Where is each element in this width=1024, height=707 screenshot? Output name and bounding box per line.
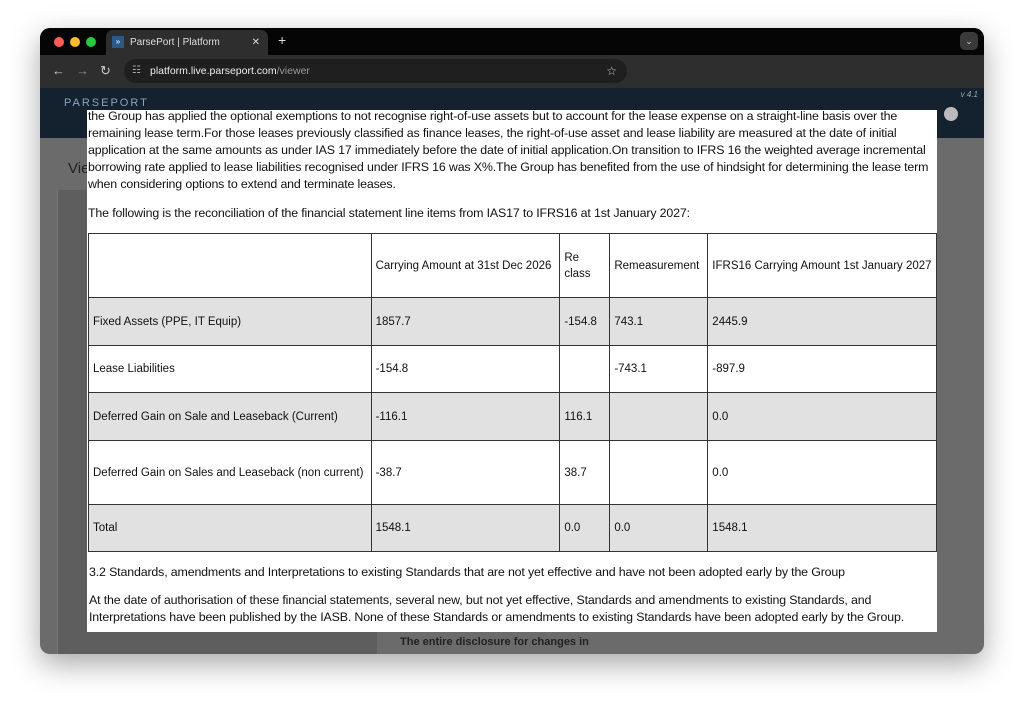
header-cell: Re class — [559, 233, 611, 298]
tab-search-button[interactable]: ⌄ — [960, 32, 978, 50]
table-cell: -154.8 — [370, 345, 561, 393]
table-cell: -897.9 — [707, 345, 937, 393]
table-row: Deferred Gain on Sale and Leaseback (Cur… — [88, 392, 937, 441]
table-cell: Deferred Gain on Sales and Leaseback (no… — [88, 440, 372, 505]
maximize-window-button[interactable] — [86, 37, 96, 47]
table-cell: Total — [88, 504, 372, 552]
table-cell: 0.0 — [609, 504, 709, 552]
table-header-row: Carrying Amount at 31st Dec 2026 Re clas… — [88, 233, 937, 298]
table-cell: 116.1 — [559, 392, 611, 441]
table-cell — [609, 392, 709, 441]
tab-title: ParsePort | Platform — [130, 37, 220, 48]
table-cell: 1857.7 — [370, 297, 561, 346]
site-settings-icon[interactable]: ☷ — [132, 65, 141, 76]
transition-paragraph: the Group has applied the optional exemp… — [88, 110, 929, 191]
table-cell: -38.7 — [370, 440, 561, 505]
table-cell: 1548.1 — [370, 504, 561, 552]
new-tab-button[interactable]: + — [278, 32, 287, 48]
reload-icon[interactable]: ↻ — [100, 63, 111, 78]
header-cell: Carrying Amount at 31st Dec 2026 — [370, 233, 561, 298]
background-note: The entire disclosure for changes in — [400, 636, 589, 648]
url-host: platform.live.parseport.com — [150, 65, 277, 77]
table-cell: -116.1 — [370, 392, 561, 441]
table-cell: -743.1 — [609, 345, 709, 393]
url-path: /viewer — [276, 65, 310, 77]
parseport-logo: PARSEPORT — [64, 97, 149, 109]
table-cell: 2445.9 — [707, 297, 937, 346]
header-cell — [88, 233, 372, 298]
header-cell: Remeasurement — [609, 233, 709, 298]
browser-tab[interactable]: » ParsePort | Platform ✕ — [106, 30, 268, 55]
table-cell: Fixed Assets (PPE, IT Equip) — [88, 297, 372, 346]
table-cell: 0.0 — [707, 440, 937, 505]
table-cell — [609, 440, 709, 505]
close-tab-icon[interactable]: ✕ — [251, 37, 260, 48]
table-cell: Lease Liabilities — [88, 345, 372, 393]
standards-paragraph: At the date of authorisation of these fi… — [89, 593, 905, 624]
table-cell: 1548.1 — [707, 504, 937, 552]
version-label: v 4.1 — [960, 90, 978, 99]
close-window-button[interactable] — [54, 37, 64, 47]
parseport-icon: » — [112, 36, 124, 48]
table-cell: -154.8 — [559, 297, 611, 346]
address-bar: ← → ↻ ☷ platform.live.parseport.com/view… — [40, 55, 984, 88]
table-cell — [559, 345, 611, 393]
reconciliation-table: Carrying Amount at 31st Dec 2026 Re clas… — [88, 233, 937, 552]
table-cell: 0.0 — [559, 504, 611, 552]
table-row: Fixed Assets (PPE, IT Equip) 1857.7 -154.8… — [88, 297, 937, 346]
section-heading: 3.2 Standards, amendments and Interpreta… — [89, 565, 845, 579]
url-input[interactable]: ☷ platform.live.parseport.com/viewer ☆ — [124, 59, 627, 83]
disclosure-modal: the Group has applied the optional exemp… — [87, 110, 937, 632]
background-page-title: Vie — [68, 160, 90, 177]
header-cell: IFRS16 Carrying Amount 1st January 2027 — [707, 233, 937, 298]
table-cell: 0.0 — [707, 392, 937, 441]
table-row: Deferred Gain on Sales and Leaseback (no… — [88, 440, 937, 505]
table-row: Lease Liabilities -154.8 -743.1 -897.9 — [88, 345, 937, 393]
table-cell: Deferred Gain on Sale and Leaseback (Cur… — [88, 392, 372, 441]
user-account-icon[interactable] — [944, 107, 958, 121]
table-cell: 38.7 — [559, 440, 611, 505]
table-total-row: Total 1548.1 0.0 0.0 1548.1 — [88, 504, 937, 552]
forward-icon[interactable]: → — [76, 63, 89, 78]
tab-bar: » ParsePort | Platform ✕ + ⌄ — [40, 28, 984, 55]
reconciliation-intro: The following is the reconciliation of t… — [88, 206, 690, 220]
bookmark-star-icon[interactable]: ☆ — [606, 64, 617, 78]
minimize-window-button[interactable] — [70, 37, 80, 47]
back-icon[interactable]: ← — [52, 63, 65, 78]
table-cell: 743.1 — [609, 297, 709, 346]
